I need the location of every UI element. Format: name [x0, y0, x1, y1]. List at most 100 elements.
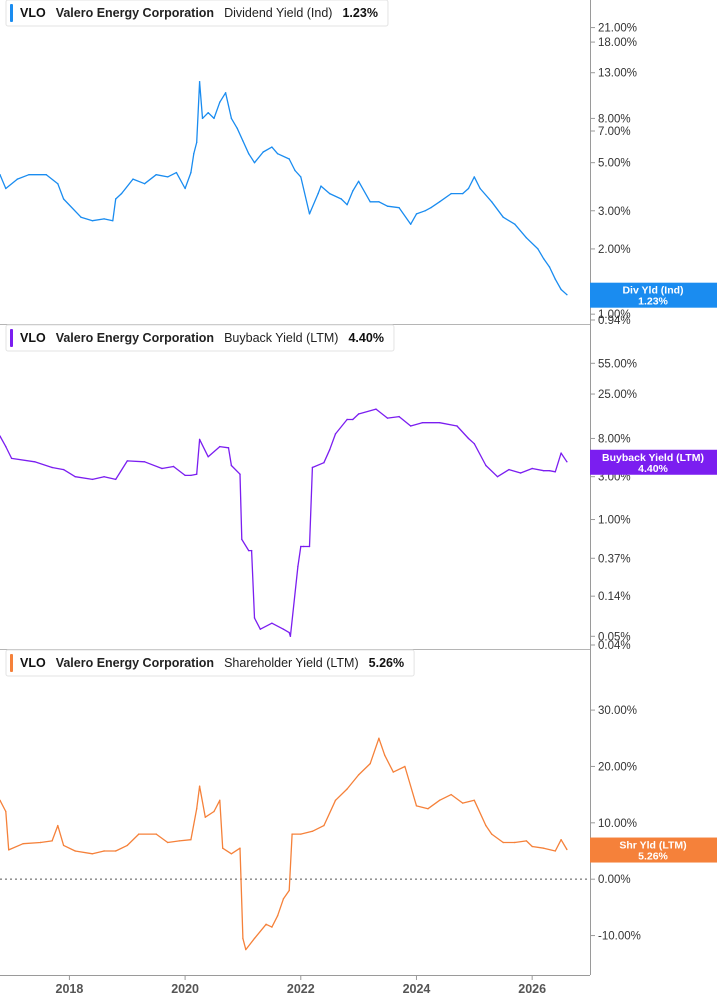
data-point	[242, 140, 244, 142]
data-point	[288, 889, 290, 892]
data-point	[74, 850, 76, 852]
data-point	[259, 628, 261, 630]
data-point	[525, 237, 528, 239]
badge-label: Div Yld (Ind)	[622, 285, 683, 297]
data-point	[242, 937, 244, 940]
data-point	[103, 850, 105, 852]
data-point	[62, 198, 65, 200]
data-point	[276, 153, 279, 155]
data-point	[271, 146, 273, 148]
legend-value: 4.40%	[348, 331, 383, 345]
data-point	[253, 617, 256, 619]
legend-company: Valero Energy Corporation	[56, 6, 214, 20]
data-point	[0, 435, 1, 437]
data-point	[375, 408, 377, 410]
data-point	[219, 101, 221, 103]
data-point	[276, 915, 279, 917]
data-point	[398, 415, 400, 418]
data-point	[288, 631, 290, 634]
data-point	[560, 452, 562, 454]
data-point	[398, 207, 400, 209]
data-point	[198, 81, 201, 83]
data-point	[300, 176, 302, 178]
data-point	[308, 213, 311, 215]
data-point	[241, 538, 243, 541]
data-point	[438, 799, 441, 801]
data-point	[0, 174, 1, 176]
data-point	[514, 223, 516, 225]
x-tick-label: 2018	[56, 982, 84, 996]
current-value-badge: Buyback Yield (LTM)4.40%	[590, 449, 717, 475]
data-point	[554, 278, 556, 280]
data-point	[198, 785, 201, 787]
data-point	[10, 457, 13, 460]
data-point	[554, 850, 556, 852]
data-point	[386, 205, 389, 207]
legend-metric: Buyback Yield (LTM)	[224, 331, 338, 345]
legend-color-swatch	[10, 329, 13, 347]
data-point	[196, 473, 198, 475]
data-point	[357, 413, 360, 415]
data-point	[543, 258, 545, 260]
chart-panel: 21.00% 18.00% 13.00% 8.00%7.00% 5.00% 3.00% 2.…	[0, 0, 717, 327]
data-point	[525, 840, 528, 842]
data-point	[8, 849, 10, 851]
data-point	[369, 201, 371, 203]
data-point	[219, 445, 221, 448]
series-line	[0, 408, 568, 637]
data-point	[230, 853, 233, 855]
data-point	[138, 833, 140, 835]
data-point	[410, 223, 412, 225]
data-point	[190, 474, 192, 477]
data-point	[190, 171, 192, 174]
y-tick-label: 0.04%	[598, 640, 631, 652]
x-tick-label: 2024	[403, 982, 431, 996]
data-point	[531, 845, 533, 848]
data-point	[531, 467, 533, 470]
data-point	[143, 461, 146, 463]
data-point	[245, 948, 247, 951]
y-tick-label: 7.00%	[598, 126, 631, 138]
y-tick-label: 3.00%	[598, 206, 631, 218]
y-tick-label: 13.00%	[598, 68, 637, 80]
data-point	[167, 841, 169, 844]
data-point	[103, 476, 105, 478]
data-point	[91, 853, 94, 855]
data-point	[566, 294, 568, 296]
data-point	[303, 545, 305, 548]
data-point	[271, 622, 273, 624]
data-point	[271, 926, 273, 928]
data-point	[184, 187, 186, 190]
y-tick-label: 18.00%	[598, 37, 637, 49]
data-point	[132, 178, 134, 180]
data-point	[410, 425, 412, 427]
data-point	[5, 810, 7, 813]
data-point	[250, 549, 253, 552]
data-point	[317, 192, 319, 195]
data-point	[334, 799, 337, 801]
data-point	[289, 635, 292, 637]
data-point	[239, 473, 241, 475]
data-point	[178, 840, 180, 842]
data-point	[115, 478, 117, 481]
data-point	[427, 808, 429, 810]
y-tick-label: 0.94%	[598, 315, 631, 327]
y-tick-label: 0.05%	[598, 631, 631, 643]
data-point	[143, 183, 146, 185]
legend-ticker: VLO	[20, 331, 46, 345]
data-point	[196, 808, 198, 810]
data-point	[198, 438, 201, 441]
data-point	[222, 847, 224, 849]
data-point	[239, 847, 241, 849]
data-point	[485, 824, 487, 827]
data-point	[39, 841, 42, 844]
data-point	[28, 174, 30, 176]
data-point	[282, 898, 285, 900]
data-point	[248, 153, 250, 155]
data-point	[311, 466, 314, 469]
data-point	[103, 218, 105, 220]
y-tick-label: 5.00%	[598, 158, 631, 170]
data-point	[467, 187, 470, 190]
data-point	[16, 178, 19, 180]
